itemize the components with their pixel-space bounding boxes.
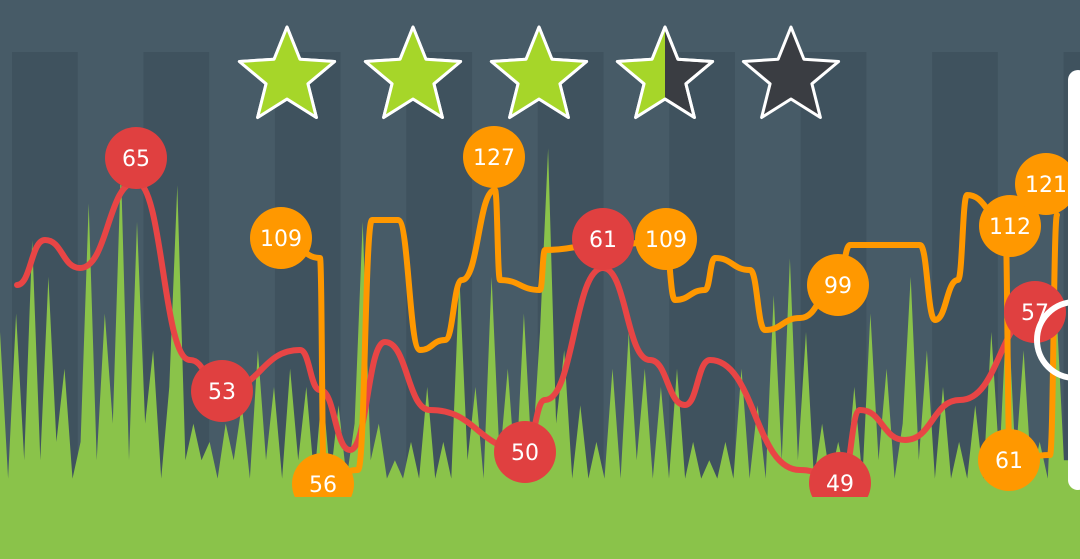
sleep-rating <box>237 25 841 119</box>
scroll-handle[interactable] <box>1068 70 1080 490</box>
star-fill <box>239 27 335 118</box>
star-empty <box>741 25 841 119</box>
blood-oxygen-marker <box>250 207 312 269</box>
blood-oxygen-marker <box>1015 153 1077 215</box>
movement-area <box>0 148 1080 497</box>
star-icon <box>237 25 337 119</box>
star-outline <box>363 25 463 119</box>
blood-oxygen-label: 56 <box>309 473 337 498</box>
star-outline <box>489 25 589 119</box>
scrubber-icon[interactable] <box>1034 299 1080 381</box>
blood-oxygen-label: 109 <box>260 227 302 252</box>
star-icon <box>489 25 589 119</box>
blood-oxygen-marker <box>463 126 525 188</box>
star-outline <box>615 25 715 119</box>
blood-oxygen-marker <box>807 254 869 316</box>
heart-rate-marker <box>1004 281 1066 343</box>
star-icon <box>741 25 841 119</box>
blood-oxygen-line <box>279 187 1060 483</box>
blood-oxygen-label: 109 <box>645 228 687 253</box>
blood-oxygen-marker <box>978 429 1040 491</box>
heart-rate-marker <box>191 360 253 422</box>
blood-oxygen-label: 121 <box>1025 173 1067 198</box>
heart-rate-label: 61 <box>589 228 617 253</box>
ground-strip <box>0 497 1080 559</box>
blood-oxygen-label: 127 <box>473 146 515 171</box>
heart-rate-label: 49 <box>826 472 854 497</box>
right-edge-handle[interactable] <box>1034 70 1080 490</box>
heart-rate-marker <box>105 127 167 189</box>
star-outline <box>237 25 337 119</box>
star-fill <box>617 27 665 118</box>
blood-oxygen-label: 61 <box>995 449 1023 474</box>
star-icon <box>615 25 715 119</box>
star-fill <box>491 27 587 118</box>
heart-rate-label: 50 <box>511 441 539 466</box>
heart-rate-marker <box>494 421 556 483</box>
blood-oxygen-label: 112 <box>989 215 1031 240</box>
heart-rate-label: 65 <box>122 147 150 172</box>
blood-oxygen-marker <box>635 208 697 270</box>
star-icon <box>363 25 463 119</box>
star-fill <box>365 27 461 118</box>
heart-rate-marker <box>572 208 634 270</box>
blood-oxygen-marker <box>979 195 1041 257</box>
blood-oxygen-label: 99 <box>824 274 852 299</box>
heart-rate-label: 53 <box>208 380 236 405</box>
